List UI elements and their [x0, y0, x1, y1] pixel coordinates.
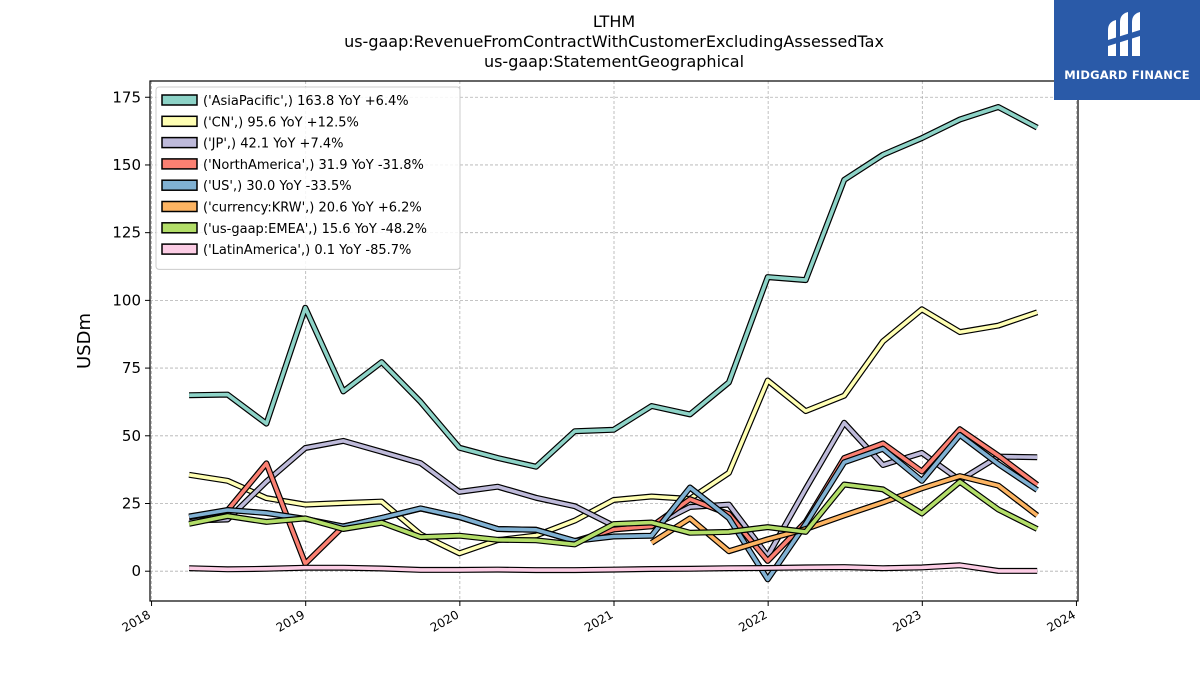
y-tick-label: 100: [112, 291, 141, 309]
legend-entry-4: ('NorthAmerica',) 31.9 YoY -31.8%: [203, 158, 424, 173]
title-line-3: us-gaap:StatementGeographical: [484, 52, 744, 71]
x-tick-label: 2021: [582, 607, 615, 634]
legend-swatch-2: [161, 115, 198, 128]
logo-mark-icon: [1108, 12, 1140, 56]
y-tick-label: 150: [112, 156, 141, 174]
x-tick-label: 2022: [736, 607, 769, 634]
y-tick-label: 175: [112, 88, 141, 106]
legend-entry-3: ('JP',) 42.1 YoY +7.4%: [203, 137, 343, 152]
x-axis: 2018 2019 2020 2021 2022 2023 2024: [120, 601, 1078, 635]
brand-logo: MIDGARD FINANCE: [1054, 0, 1200, 100]
y-tick-label: 25: [122, 495, 141, 513]
legend-swatch-6: [161, 200, 198, 213]
series-line-8: [189, 563, 1038, 573]
y-tick-label: 125: [112, 224, 141, 242]
legend-entry-2: ('CN',) 95.6 YoY +12.5%: [203, 115, 359, 130]
legend-box: [155, 86, 461, 270]
y-axis: 0 25 50 75 100 125 150 175: [112, 88, 150, 580]
x-tick-label: 2020: [428, 607, 461, 634]
y-tick-label: 50: [122, 427, 141, 445]
legend-entry-1: ('AsiaPacific',) 163.8 YoY +6.4%: [203, 94, 409, 109]
title-line-2: us-gaap:RevenueFromContractWithCustomerE…: [344, 32, 884, 51]
chart-title: LTHMus-gaap:RevenueFromContractWithCusto…: [344, 12, 884, 71]
y-tick-label: 0: [131, 562, 141, 580]
legend: ('AsiaPacific',) 163.8 YoY +6.4% ('CN',) …: [155, 86, 461, 270]
title-line-1: LTHM: [593, 12, 635, 31]
legend-entry-8: ('LatinAmerica',) 0.1 YoY -85.7%: [203, 243, 411, 258]
x-tick-label: 2018: [120, 607, 153, 634]
series-line-7: [188, 479, 1039, 547]
series-line-2: [188, 307, 1038, 556]
legend-entry-6: ('currency:KRW',) 20.6 YoY +6.2%: [203, 201, 422, 216]
legend-swatch-3: [161, 136, 198, 149]
legend-entry-5: ('US',) 30.0 YoY -33.5%: [203, 179, 352, 194]
y-tick-label: 75: [122, 359, 141, 377]
legend-swatch-1: [161, 94, 198, 106]
legend-swatch-8: [161, 243, 198, 255]
y-axis-label: USDm: [74, 313, 95, 369]
x-tick-label: 2024: [1045, 607, 1078, 634]
legend-swatch-7: [161, 222, 198, 234]
legend-swatch-5: [161, 179, 198, 191]
x-tick-label: 2023: [890, 607, 923, 634]
logo-text: MIDGARD FINANCE: [1064, 68, 1190, 82]
x-tick-label: 2019: [274, 607, 307, 634]
series-line-4: [188, 427, 1039, 566]
series-line-6: [650, 474, 1039, 554]
series-outline-4: [188, 426, 1040, 567]
legend-entry-7: ('us-gaap:EMEA',) 15.6 YoY -48.2%: [203, 222, 427, 237]
legend-swatch-4: [161, 158, 198, 170]
series-lines: [188, 104, 1040, 583]
series-line-1: [189, 105, 1039, 469]
